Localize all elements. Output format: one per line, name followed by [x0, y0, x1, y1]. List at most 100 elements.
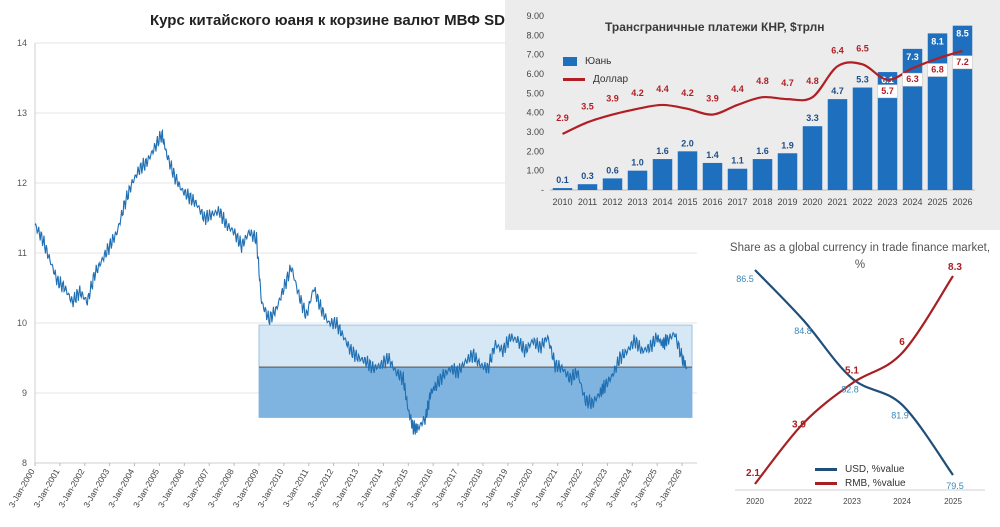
legend-label-usd: USD, %value [845, 463, 905, 475]
data-label-yuan: 8.5 [956, 29, 969, 39]
x-tick-label: 2024 [893, 497, 911, 506]
data-label-yuan: 5.3 [856, 75, 869, 85]
data-label-yuan: 0.3 [581, 171, 594, 181]
y-tick-label: 7.00 [526, 50, 544, 60]
bar-yuan [777, 153, 798, 190]
y-tick-label: 3.00 [526, 127, 544, 137]
x-tick-label: 2022 [794, 497, 812, 506]
legend-swatch-dollar [563, 77, 585, 81]
bar-yuan [952, 25, 973, 190]
data-label-yuan: 1.4 [706, 150, 719, 160]
data-label-dollar: 7.2 [956, 57, 969, 67]
data-label-usd: 81.9 [891, 411, 909, 421]
data-label-usd: 84.8 [794, 326, 812, 336]
legend-item-yuan: Юань [563, 52, 628, 70]
bar-yuan [627, 170, 648, 190]
data-label-box-dollar [927, 63, 948, 77]
data-label-yuan: 7.3 [906, 52, 919, 62]
data-label-dollar: 4.2 [631, 88, 644, 98]
legend-label-yuan: Юань [585, 55, 612, 67]
x-tick-label: 2024 [902, 197, 922, 207]
x-tick-label: 2025 [927, 197, 947, 207]
y-tick-label: 2.00 [526, 146, 544, 156]
data-label-yuan: 0.1 [556, 175, 569, 185]
data-label-dollar: 6.3 [906, 74, 919, 84]
data-label-rmb: 5.1 [845, 365, 859, 376]
data-label-yuan: 0.6 [606, 165, 619, 175]
x-tick-label: 2018 [752, 197, 772, 207]
series-line-sdr-rate [34, 128, 688, 435]
y-tick-label: 11 [18, 248, 27, 258]
y-tick-label: 14 [17, 38, 27, 48]
bar-yuan [902, 48, 923, 190]
x-tick-label: 2010 [552, 197, 572, 207]
x-tick-label: 2026 [952, 197, 972, 207]
bar-yuan [552, 188, 573, 190]
payments-plot: - 1.00 2.00 3.00 4.00 5.00 6.00 7.00 8.00 9.00 0.1… [526, 11, 975, 207]
x-tick-label: 2020 [746, 497, 764, 506]
data-label-dollar: 3.9 [606, 94, 619, 104]
x-tick-label: 2012 [602, 197, 622, 207]
y-tick-label: 9 [22, 388, 27, 398]
cross-border-payments-chart: - 1.00 2.00 3.00 4.00 5.00 6.00 7.00 8.00 9.00 0.1… [505, 0, 1000, 230]
data-label-yuan: 1.0 [631, 158, 644, 168]
bar-yuan [852, 87, 873, 190]
x-tick-label: 2019 [777, 197, 797, 207]
x-tick-label: 2015 [677, 197, 697, 207]
share-plot: 2020 2022 2023 2024 2025 86.5 84.8 82.8 81.9 79.5… [735, 262, 985, 506]
data-label-yuan: 3.3 [806, 113, 819, 123]
bar-yuan [727, 168, 748, 190]
data-label-yuan: 1.9 [781, 140, 794, 150]
data-label-usd: 79.5 [946, 481, 964, 491]
payments-legend: Юань Доллар [563, 52, 628, 88]
legend-swatch-yuan [563, 56, 577, 66]
series-line-usd [754, 269, 954, 476]
bar-yuan [802, 126, 823, 190]
data-label-dollar: 2.9 [556, 113, 569, 123]
y-tick-label: 8.00 [526, 30, 544, 40]
legend-label-dollar: Доллар [593, 73, 629, 85]
sdr-rate-plot: 8910111213143-Jan-20003-Jan-20013-Jan-20… [7, 38, 697, 509]
x-tick-label: 2016 [702, 197, 722, 207]
y-tick-label: 9.00 [526, 11, 544, 21]
bar-yuan [877, 72, 898, 190]
data-label-usd: 86.5 [736, 274, 754, 284]
y-tick-label: - [541, 185, 544, 195]
bar-yuan [652, 159, 673, 190]
x-tick-label: 2023 [843, 497, 861, 506]
y-tick-label: 6.00 [526, 69, 544, 79]
y-tick-label: 13 [17, 108, 27, 118]
x-tick-label: 2025 [944, 497, 962, 506]
y-tick-label: 5.00 [526, 88, 544, 98]
sdr-chart-title: Курс китайского юаня к корзине валют МВФ… [150, 12, 516, 29]
data-label-dollar: 4.8 [756, 76, 769, 86]
data-label-yuan: 2.0 [681, 138, 694, 148]
y-tick-label: 12 [17, 178, 27, 188]
y-tick-label: 8 [22, 458, 27, 468]
data-label-rmb: 8.3 [948, 262, 962, 273]
range-band-dark [258, 367, 693, 418]
data-label-yuan: 1.1 [731, 156, 744, 166]
y-tick-label: 10 [17, 318, 27, 328]
data-label-rmb: 6 [899, 337, 905, 348]
bar-yuan [602, 178, 623, 190]
bar-yuan [577, 184, 598, 190]
x-tick-label: 2011 [578, 197, 597, 207]
share-legend: USD, %value RMB, %value [815, 462, 906, 490]
data-label-yuan: 1.6 [656, 146, 669, 156]
data-label-dollar: 3.9 [706, 94, 719, 104]
data-label-dollar: 3.5 [581, 101, 594, 111]
y-tick-label: 4.00 [526, 108, 544, 118]
data-label-dollar: 6.8 [931, 65, 944, 75]
data-label-yuan: 1.6 [756, 146, 769, 156]
series-line-dollar [562, 49, 963, 135]
bar-yuan [702, 162, 723, 190]
bar-yuan [752, 159, 773, 190]
x-tick-label: 2020 [802, 197, 822, 207]
data-label-rmb: 2.1 [746, 468, 760, 479]
data-label-usd: 82.8 [841, 384, 859, 394]
data-label-yuan: 4.7 [831, 86, 844, 96]
legend-swatch-usd [815, 467, 837, 471]
data-label-dollar: 5.7 [881, 86, 894, 96]
data-label-box-dollar [952, 55, 973, 70]
